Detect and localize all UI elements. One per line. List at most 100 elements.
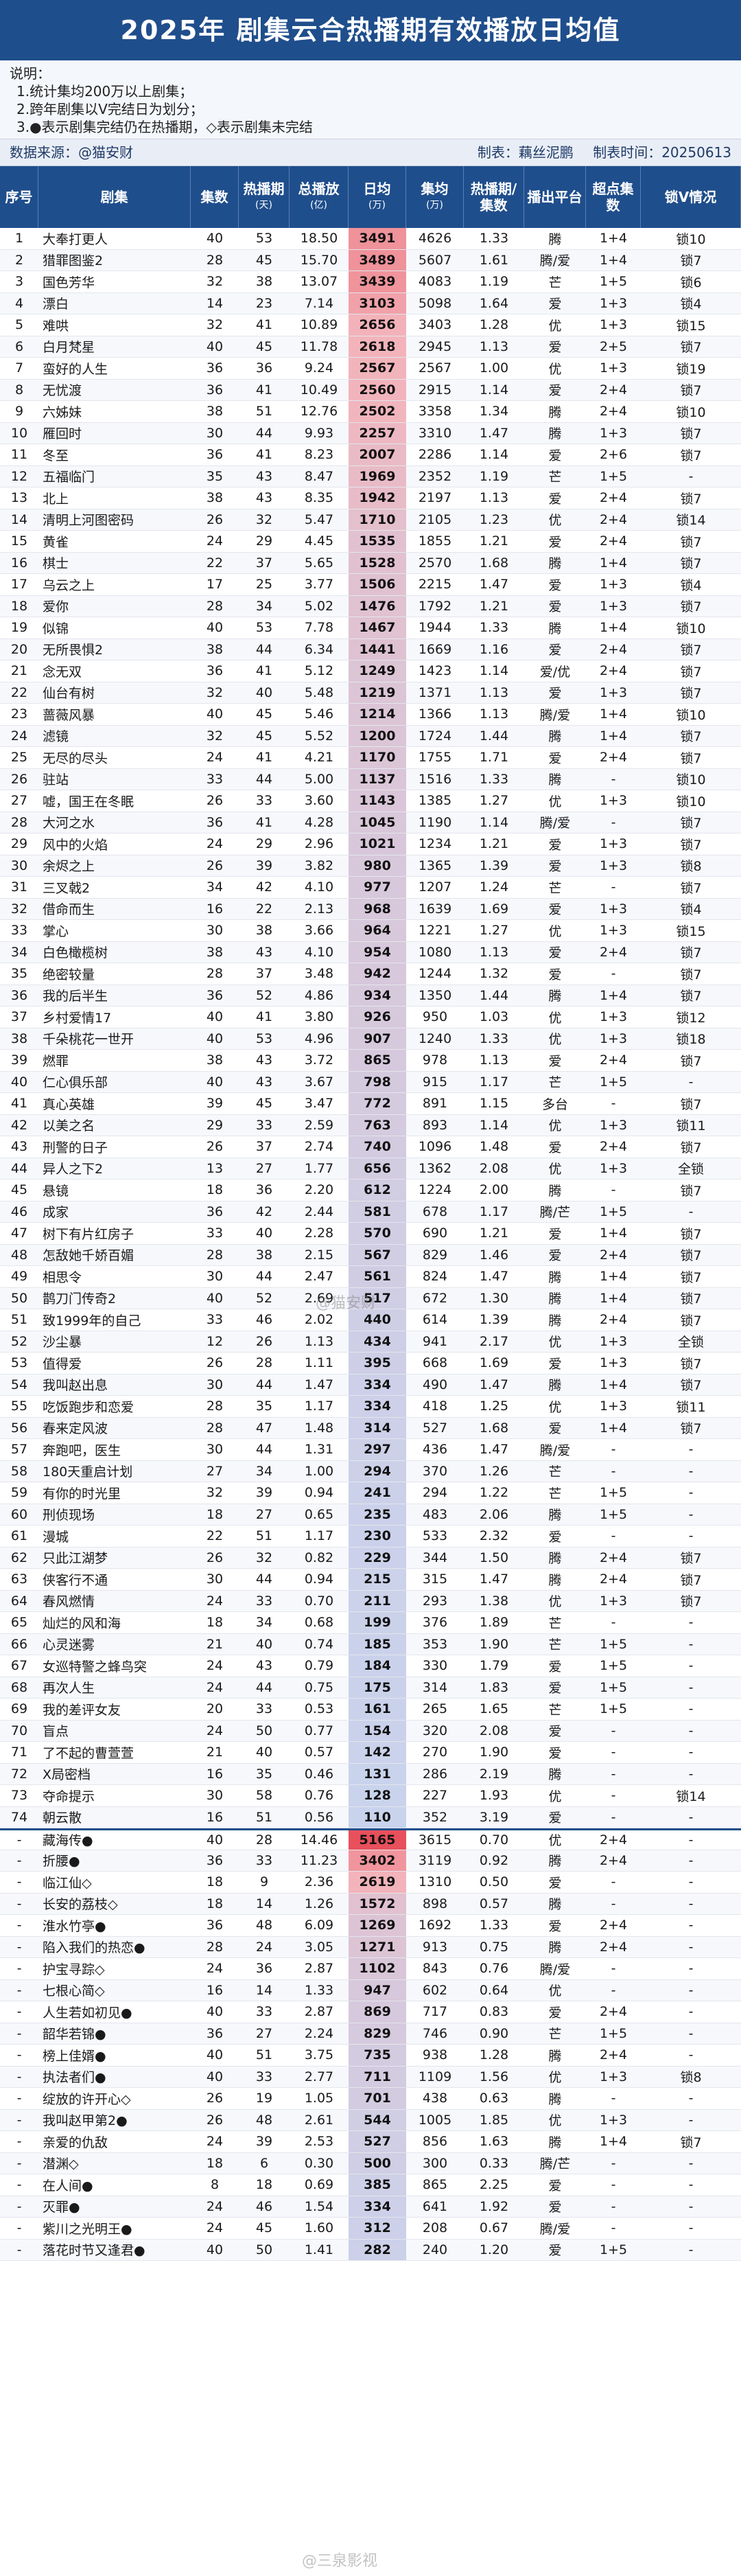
cell-episodes: 28 [206, 598, 224, 614]
cell-total-views: 11.23 [300, 1852, 338, 1868]
cell-super-episodes: - [611, 879, 616, 895]
cell-episodes: 28 [206, 1420, 224, 1436]
cell-episode-avg: 438 [422, 2091, 448, 2106]
cell-episodes: 24 [206, 2134, 224, 2150]
cell-daily-avg: 1021 [349, 833, 406, 855]
cell-platform: 爱 [548, 945, 562, 961]
cell-lock-status: 锁7 [680, 426, 702, 442]
cell-title: 韶华若锦● [43, 2027, 106, 2043]
cell-lock-status: - [688, 1809, 694, 1825]
cell-title: 树下有片红房子 [43, 1226, 134, 1242]
cell-total-views: 3.72 [304, 1053, 334, 1068]
cell-episodes: 40 [206, 2242, 224, 2257]
cell-total-views: 2.13 [304, 901, 334, 917]
table-row: 16 棋士 22 37 5.65 1528 2570 1.68 腾 1+4 锁7 [0, 552, 741, 574]
cell-title: 绝密较量 [43, 967, 95, 982]
cell-super-episodes: - [611, 1442, 616, 1458]
cell-platform: 爱 [548, 2200, 562, 2216]
cell-lock-status: - [688, 1766, 694, 1782]
cell-daily-avg: 184 [349, 1655, 406, 1677]
cell-platform: 爱 [548, 340, 562, 356]
cell-super-episodes: 2+4 [599, 641, 628, 657]
cell-super-episodes: 1+3 [599, 858, 628, 873]
cell-super-episodes: 1+4 [599, 2134, 628, 2150]
cell-title: 蛮好的人生 [43, 361, 108, 377]
cell-title: 长安的荔枝◇ [43, 1897, 118, 1913]
cell-rank: 68 [10, 1679, 28, 1695]
cell-super-episodes: 1+4 [599, 1226, 628, 1241]
cell-total-views: 3.47 [304, 1096, 334, 1112]
cell-hot-days: 51 [255, 1809, 273, 1825]
cell-hot-days: 33 [255, 1701, 273, 1717]
table-row: 25 无尽的尽头 24 41 4.21 1170 1755 1.71 爱 2+4 锁7 [0, 747, 741, 769]
cell-episodes: 16 [206, 1982, 224, 1998]
cell-lock-status: - [688, 1528, 694, 1544]
cell-total-views: 2.24 [304, 2025, 334, 2041]
cell-rank: 23 [10, 706, 28, 722]
table-row: 57 奔跑吧，医生 30 44 1.31 297 436 1.47 腾/爱 - - [0, 1439, 741, 1461]
cell-lock-status: - [688, 1442, 694, 1458]
cell-title: 似锦 [43, 621, 69, 636]
cell-daily-avg: 440 [349, 1309, 406, 1331]
cell-hot-days: 19 [255, 2091, 273, 2106]
cell-daily-avg: 544 [349, 2109, 406, 2130]
cell-days-per-episode: 2.08 [479, 1160, 509, 1176]
cell-rank: 10 [10, 425, 28, 441]
cell-episode-avg: 3358 [418, 404, 452, 419]
cell-total-views: 10.49 [300, 382, 338, 398]
cell-total-views: 1.77 [304, 1160, 334, 1176]
cell-days-per-episode: 1.47 [479, 1572, 509, 1587]
cell-episodes: 40 [206, 338, 224, 354]
cell-rank: 18 [10, 598, 28, 614]
table-row: - 榜上佳婿● 40 51 3.75 735 938 1.28 腾 2+4 - [0, 2045, 741, 2067]
cell-rank: - [16, 1896, 22, 1911]
cell-daily-avg: 740 [349, 1136, 406, 1158]
cell-total-views: 2.28 [304, 1226, 334, 1241]
cell-platform: 爱 [548, 448, 562, 463]
cell-episode-avg: 2215 [418, 577, 452, 593]
cell-platform: 芒 [548, 880, 562, 896]
cell-lock-status: - [688, 1896, 694, 1911]
cell-hot-days: 37 [255, 1139, 273, 1155]
cell-hot-days: 45 [255, 252, 273, 268]
cell-episode-avg: 856 [422, 2134, 448, 2150]
cell-lock-status: - [688, 2004, 694, 2020]
cell-total-views: 4.10 [304, 944, 334, 960]
cell-episode-avg: 1692 [418, 1918, 452, 1933]
cell-title: 余烬之上 [43, 859, 95, 875]
cell-days-per-episode: 1.23 [479, 511, 509, 527]
cell-daily-avg: 235 [349, 1504, 406, 1525]
cell-days-per-episode: 1.21 [479, 1226, 509, 1241]
cell-platform: 腾/爱 [539, 1962, 571, 1977]
cell-hot-days: 28 [255, 1832, 273, 1848]
table-row: 60 刑侦现场 18 27 0.65 235 483 2.06 腾 1+5 - [0, 1504, 741, 1526]
table-row: 52 沙尘暴 12 26 1.13 434 941 2.17 优 1+3 全锁 [0, 1331, 741, 1353]
cell-episode-avg: 1855 [418, 533, 452, 549]
cell-super-episodes: 1+5 [599, 1658, 628, 1674]
cell-hot-days: 33 [255, 1852, 273, 1868]
cell-daily-avg: 735 [349, 2045, 406, 2066]
cell-lock-status: 锁7 [680, 1313, 702, 1329]
cell-rank: 14 [10, 511, 28, 527]
cell-total-views: 2.20 [304, 1182, 334, 1198]
cell-episode-avg: 829 [422, 1247, 448, 1263]
cell-platform: 腾/爱 [539, 2221, 571, 2237]
cell-lock-status: 锁8 [680, 859, 702, 875]
cell-super-episodes: 2+5 [599, 338, 628, 354]
cell-total-views: 12.76 [300, 404, 338, 419]
cell-title: 相思令 [43, 1269, 82, 1285]
cell-days-per-episode: 1.50 [479, 1550, 509, 1565]
cell-title: 借命而生 [43, 902, 95, 918]
cell-super-episodes: - [611, 1766, 616, 1782]
cell-episode-avg: 294 [422, 1485, 448, 1501]
cell-total-views: 4.86 [304, 987, 334, 1003]
cell-super-episodes: - [611, 1961, 616, 1977]
cell-platform: 优 [548, 1789, 562, 1804]
table-row: - 临江仙◇ 18 9 2.36 2619 1310 0.50 爱 - - [0, 1872, 741, 1894]
table-row: - 亲爱的仇敌 24 39 2.53 527 856 1.63 腾 1+4 锁7 [0, 2131, 741, 2153]
cell-platform: 腾/爱 [539, 707, 571, 723]
cell-lock-status: - [688, 2220, 694, 2236]
cell-total-views: 3.67 [304, 1074, 334, 1090]
table-row: 27 嘘，国王在冬眠 26 33 3.60 1143 1385 1.27 优 1+3 锁10 [0, 790, 741, 812]
